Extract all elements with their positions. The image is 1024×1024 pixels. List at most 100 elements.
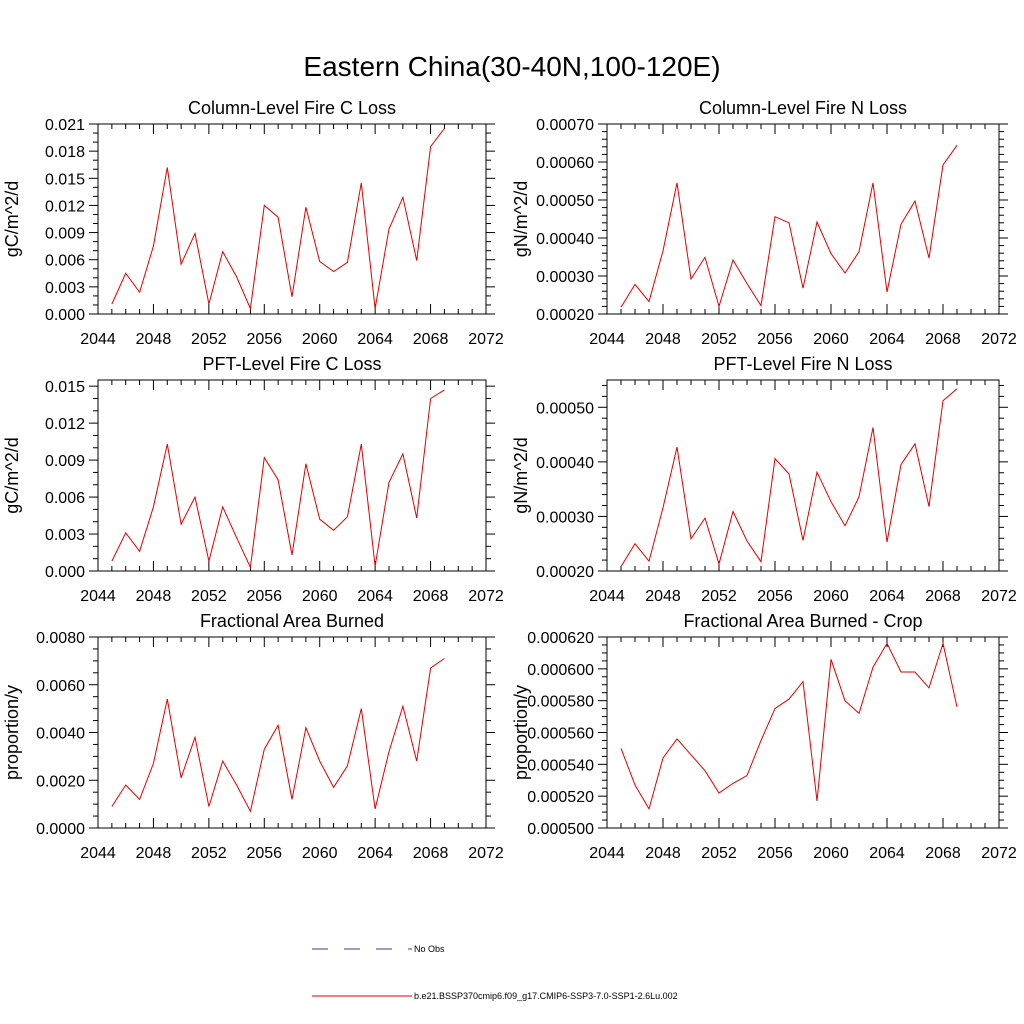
x-tick-label: 2044 xyxy=(589,845,625,862)
y-tick-label: 0.006 xyxy=(45,490,85,507)
plot-frame xyxy=(606,636,1000,829)
y-tick-label: 0.00020 xyxy=(536,307,594,324)
x-tick-label: 2056 xyxy=(757,845,793,862)
y-axis-label: gN/m^2/d xyxy=(511,181,531,257)
legend: No Obs b.e21.BSSP370cmip6.f09_g17.CMIP6-… xyxy=(312,944,678,1001)
panel-6: Fractional Area Burned - Crop proportion/… xyxy=(511,611,1017,862)
x-tick-label: 2068 xyxy=(925,588,961,605)
plot-frame xyxy=(97,123,487,315)
y-tick-label: 0.000600 xyxy=(527,662,594,679)
x-tick-label: 2064 xyxy=(357,588,393,605)
x-tick-label: 2068 xyxy=(925,331,961,348)
x-tick-label: 2052 xyxy=(191,331,227,348)
panel-5: Fractional Area Burned proportion/y 2044 20… xyxy=(2,611,504,862)
x-tick-label: 2060 xyxy=(813,588,849,605)
x-tick-label: 2068 xyxy=(413,845,449,862)
x-tick-label: 2064 xyxy=(869,588,905,605)
x-tick-label: 2056 xyxy=(246,331,282,348)
series-line xyxy=(620,388,958,567)
x-tick-label: 2056 xyxy=(757,588,793,605)
y-tick-label: 0.0000 xyxy=(36,821,85,838)
x-tick-label: 2072 xyxy=(981,588,1017,605)
x-tick-label: 2072 xyxy=(468,331,504,348)
x-tick-label: 2072 xyxy=(468,588,504,605)
x-tick-label: 2056 xyxy=(246,845,282,862)
y-tick-label: 0.012 xyxy=(45,416,85,433)
y-tick-label: 0.006 xyxy=(45,253,85,270)
y-tick-label: 0.000620 xyxy=(527,630,594,647)
panel-title: PFT-Level Fire N Loss xyxy=(713,354,892,374)
panel-1: Column-Level Fire C Loss gC/m^2/d 2044 2048… xyxy=(2,98,504,348)
plot-frame xyxy=(97,379,487,572)
x-tick-label: 2048 xyxy=(645,331,681,348)
y-tick-label: 0.0060 xyxy=(36,678,85,695)
y-tick-label: 0.000540 xyxy=(527,757,594,774)
plot-frame xyxy=(606,379,1000,572)
y-axis-label: gC/m^2/d xyxy=(2,437,22,513)
y-tick-label: 0.015 xyxy=(45,171,85,188)
y-tick-label: 0.000580 xyxy=(527,694,594,711)
x-tick-label: 2048 xyxy=(136,331,172,348)
y-axis-label: proportion/y xyxy=(2,685,22,780)
x-tick-label: 2072 xyxy=(981,845,1017,862)
x-tick-label: 2064 xyxy=(357,845,393,862)
x-tick-label: 2048 xyxy=(645,845,681,862)
x-tick-label: 2060 xyxy=(302,331,338,348)
y-axis-label: gN/m^2/d xyxy=(511,437,531,513)
y-tick-label: 0.00070 xyxy=(536,117,594,134)
x-tick-label: 2068 xyxy=(413,588,449,605)
series-line xyxy=(111,658,445,813)
x-tick-label: 2044 xyxy=(589,588,625,605)
x-tick-label: 2060 xyxy=(813,331,849,348)
y-tick-label: 0.003 xyxy=(45,527,85,544)
y-tick-label: 0.003 xyxy=(45,280,85,297)
panel-3: PFT-Level Fire C Loss gC/m^2/d 2044 2048 205… xyxy=(2,354,504,605)
x-tick-label: 2052 xyxy=(191,845,227,862)
series-line xyxy=(111,128,445,311)
y-tick-label: 0.021 xyxy=(45,117,85,134)
y-axis-label: gC/m^2/d xyxy=(2,181,22,257)
y-tick-label: 0.015 xyxy=(45,379,85,396)
x-tick-label: 2052 xyxy=(701,845,737,862)
panel-2: Column-Level Fire N Loss gN/m^2/d 2044 2048… xyxy=(511,98,1017,348)
x-tick-label: 2072 xyxy=(981,331,1017,348)
x-tick-label: 2060 xyxy=(302,588,338,605)
legend-label-model: b.e21.BSSP370cmip6.f09_g17.CMIP6-SSP3-7.… xyxy=(414,991,678,1001)
y-tick-label: 0.0080 xyxy=(36,630,85,647)
y-axis-label: proportion/y xyxy=(511,685,531,780)
x-tick-label: 2052 xyxy=(701,588,737,605)
x-tick-label: 2052 xyxy=(191,588,227,605)
y-tick-label: 0.0020 xyxy=(36,773,85,790)
x-tick-label: 2064 xyxy=(869,845,905,862)
x-tick-label: 2044 xyxy=(80,588,116,605)
x-tick-label: 2056 xyxy=(246,588,282,605)
y-tick-label: 0.00040 xyxy=(536,455,594,472)
y-tick-label: 0.00060 xyxy=(536,155,594,172)
x-tick-label: 2060 xyxy=(302,845,338,862)
x-tick-label: 2068 xyxy=(413,331,449,348)
x-tick-label: 2064 xyxy=(869,331,905,348)
legend-label-no-obs: No Obs xyxy=(414,944,445,954)
y-tick-label: 0.00050 xyxy=(536,400,594,417)
y-tick-label: 0.00030 xyxy=(536,269,594,286)
x-tick-label: 2044 xyxy=(589,331,625,348)
x-tick-label: 2044 xyxy=(80,331,116,348)
figure-title: Eastern China(30-40N,100-120E) xyxy=(303,51,720,82)
x-tick-label: 2068 xyxy=(925,845,961,862)
y-tick-label: 0.012 xyxy=(45,198,85,215)
x-tick-label: 2048 xyxy=(136,845,172,862)
series-line xyxy=(620,641,958,811)
x-tick-label: 2052 xyxy=(701,331,737,348)
x-tick-label: 2044 xyxy=(80,845,116,862)
y-tick-label: 0.00050 xyxy=(536,193,594,210)
y-tick-label: 0.009 xyxy=(45,453,85,470)
y-tick-label: 0.00020 xyxy=(536,564,594,581)
y-tick-label: 0.000560 xyxy=(527,726,594,743)
x-tick-label: 2056 xyxy=(757,331,793,348)
y-tick-label: 0.000500 xyxy=(527,821,594,838)
panel-title: Fractional Area Burned - Crop xyxy=(683,611,922,631)
y-tick-label: 0.00040 xyxy=(536,231,594,248)
series-line xyxy=(620,145,958,309)
panels: Column-Level Fire C Loss gC/m^2/d 2044 2048… xyxy=(2,98,1017,862)
